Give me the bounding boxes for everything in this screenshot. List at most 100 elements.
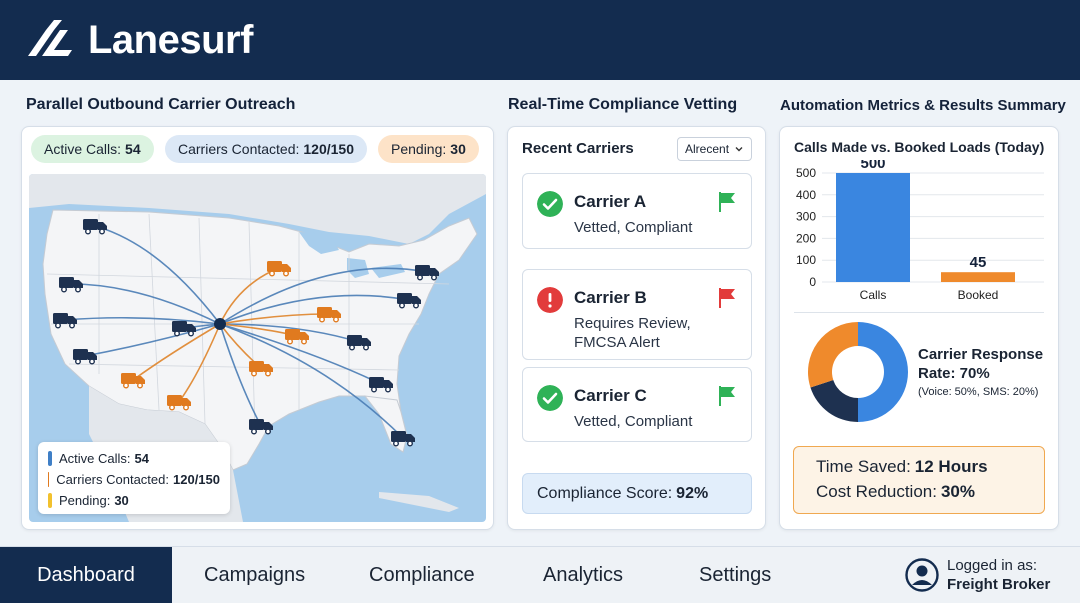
truck-icon[interactable] bbox=[73, 349, 97, 365]
truck-icon[interactable] bbox=[267, 261, 291, 277]
bar bbox=[941, 272, 1015, 282]
nav-compliance[interactable]: Compliance bbox=[369, 564, 475, 586]
legend-value: 54 bbox=[134, 451, 149, 466]
active-calls-pill[interactable]: Active Calls: 54 bbox=[31, 135, 154, 163]
legend-item: Pending: 30 bbox=[48, 490, 220, 511]
donut-chart bbox=[808, 322, 908, 422]
x-tick-label: Calls bbox=[860, 288, 887, 302]
y-tick-label: 100 bbox=[796, 253, 816, 267]
carrier-status: Vetted, Compliant bbox=[574, 219, 693, 236]
user-account[interactable]: Logged in as: Freight Broker bbox=[905, 556, 1050, 594]
savings-box: Time Saved: 12 Hours Cost Reduction: 30% bbox=[793, 446, 1045, 514]
truck-icon[interactable] bbox=[167, 395, 191, 411]
nav-settings[interactable]: Settings bbox=[699, 564, 772, 586]
pill-label: Active Calls: bbox=[44, 141, 122, 157]
y-tick-label: 0 bbox=[809, 275, 816, 289]
compliance-label: Compliance Score: bbox=[537, 484, 673, 502]
truck-icon[interactable] bbox=[347, 335, 371, 351]
carrier-status: Requires Review, FMCSA Alert bbox=[574, 315, 691, 351]
compliance-score: Compliance Score: 92% bbox=[522, 473, 752, 514]
pill-label: Carriers Contacted: bbox=[178, 141, 300, 157]
truck-icon[interactable] bbox=[53, 313, 77, 329]
carriers-contacted-pill[interactable]: Carriers Contacted: 120/150 bbox=[165, 135, 367, 163]
check-circle-icon bbox=[537, 191, 563, 217]
map-legend: Active Calls: 54 Carriers Contacted: 120/1… bbox=[38, 442, 230, 514]
legend-value: 120/150 bbox=[173, 472, 220, 487]
response-rate-breakdown: (Voice: 50%, SMS: 20%) bbox=[918, 386, 1039, 398]
carrier-card-c[interactable]: Carrier C Vetted, Compliant bbox=[522, 367, 752, 442]
pill-label: Pending: bbox=[391, 141, 447, 157]
truck-icon[interactable] bbox=[249, 361, 273, 377]
bar-chart-title: Calls Made vs. Booked Loads (Today) bbox=[794, 139, 1045, 155]
truck-icon[interactable] bbox=[172, 321, 196, 337]
x-tick-label: Booked bbox=[958, 288, 999, 302]
user-icon bbox=[905, 558, 939, 592]
savings-label: Time Saved: bbox=[816, 457, 911, 476]
legend-item: Active Calls: 54 bbox=[48, 448, 220, 469]
truck-icon[interactable] bbox=[415, 265, 439, 281]
bar bbox=[836, 173, 910, 282]
carrier-name: Carrier C bbox=[574, 386, 647, 405]
truck-icon[interactable] bbox=[59, 277, 83, 293]
logo-icon bbox=[28, 20, 72, 56]
truck-icon[interactable] bbox=[285, 329, 309, 345]
legend-label: Active Calls: bbox=[59, 451, 131, 466]
truck-icon[interactable] bbox=[121, 373, 145, 389]
user-role: Freight Broker bbox=[947, 576, 1051, 593]
donut-slice bbox=[858, 322, 908, 422]
carrier-card-b[interactable]: Carrier B Requires Review, FMCSA Alert bbox=[522, 269, 752, 360]
flag-icon bbox=[719, 386, 735, 406]
savings-value: 12 Hours bbox=[914, 457, 988, 476]
recent-carriers-title: Recent Carriers bbox=[522, 140, 634, 157]
y-tick-label: 200 bbox=[796, 231, 816, 245]
app-title: Lanesurf bbox=[88, 17, 253, 62]
metrics-title: Automation Metrics & Results Summary bbox=[780, 97, 1066, 114]
carrier-card-a[interactable]: Carrier A Vetted, Compliant bbox=[522, 173, 752, 249]
hub-dot bbox=[214, 318, 226, 330]
y-tick-label: 400 bbox=[796, 188, 816, 202]
y-tick-label: 300 bbox=[796, 210, 816, 224]
app-header: Lanesurf bbox=[0, 0, 1080, 80]
truck-icon[interactable] bbox=[317, 307, 341, 323]
legend-label: Carriers Contacted: bbox=[56, 472, 169, 487]
pill-value: 54 bbox=[125, 141, 141, 157]
savings-label: Cost Reduction: bbox=[816, 482, 937, 501]
truck-icon[interactable] bbox=[83, 219, 107, 235]
bar-chart: 0 100 200 300 400 500 500 Calls 45 Booked bbox=[796, 160, 1044, 302]
carrier-status: Vetted, Compliant bbox=[574, 413, 693, 430]
vetting-title: Real-Time Compliance Vetting bbox=[508, 96, 738, 113]
compliance-value: 92% bbox=[676, 484, 709, 502]
cost-reduction: Cost Reduction: 30% bbox=[816, 482, 1044, 507]
truck-icon[interactable] bbox=[397, 293, 421, 309]
legend-swatch bbox=[48, 493, 52, 508]
legend-value: 30 bbox=[114, 493, 129, 508]
outreach-title: Parallel Outbound Carrier Outreach bbox=[26, 96, 296, 113]
nav-analytics[interactable]: Analytics bbox=[543, 564, 624, 586]
bar-value-label: 500 bbox=[860, 160, 885, 172]
pending-pill[interactable]: Pending: 30 bbox=[378, 135, 479, 163]
chevron-down-icon bbox=[735, 147, 743, 152]
nav-dashboard[interactable]: Dashboard bbox=[0, 547, 172, 603]
legend-swatch bbox=[48, 472, 50, 487]
savings-value: 30% bbox=[940, 482, 975, 501]
truck-icon[interactable] bbox=[391, 431, 415, 447]
bottom-nav: Dashboard Campaigns Compliance Analytics… bbox=[0, 546, 1080, 603]
legend-item: Carriers Contacted: 120/150 bbox=[48, 469, 220, 490]
y-tick-label: 500 bbox=[796, 166, 816, 180]
check-circle-icon bbox=[537, 385, 563, 411]
user-label: Logged in as: bbox=[947, 557, 1038, 574]
carrier-name: Carrier B bbox=[574, 288, 647, 307]
truck-icon[interactable] bbox=[249, 419, 273, 435]
legend-label: Pending: bbox=[59, 493, 111, 508]
truck-icon[interactable] bbox=[369, 377, 393, 393]
bar-value-label: 45 bbox=[970, 254, 987, 271]
alert-circle-icon bbox=[537, 287, 563, 313]
carrier-name: Carrier A bbox=[574, 192, 647, 211]
pill-value: 120/150 bbox=[303, 141, 354, 157]
time-saved: Time Saved: 12 Hours bbox=[816, 457, 1044, 482]
response-rate-title: Carrier Response Rate: 70% bbox=[918, 346, 1044, 382]
nav-campaigns[interactable]: Campaigns bbox=[204, 564, 306, 586]
divider bbox=[794, 312, 1044, 313]
pill-value: 30 bbox=[450, 141, 466, 157]
recent-filter-select[interactable]: Alrecent bbox=[677, 137, 752, 161]
